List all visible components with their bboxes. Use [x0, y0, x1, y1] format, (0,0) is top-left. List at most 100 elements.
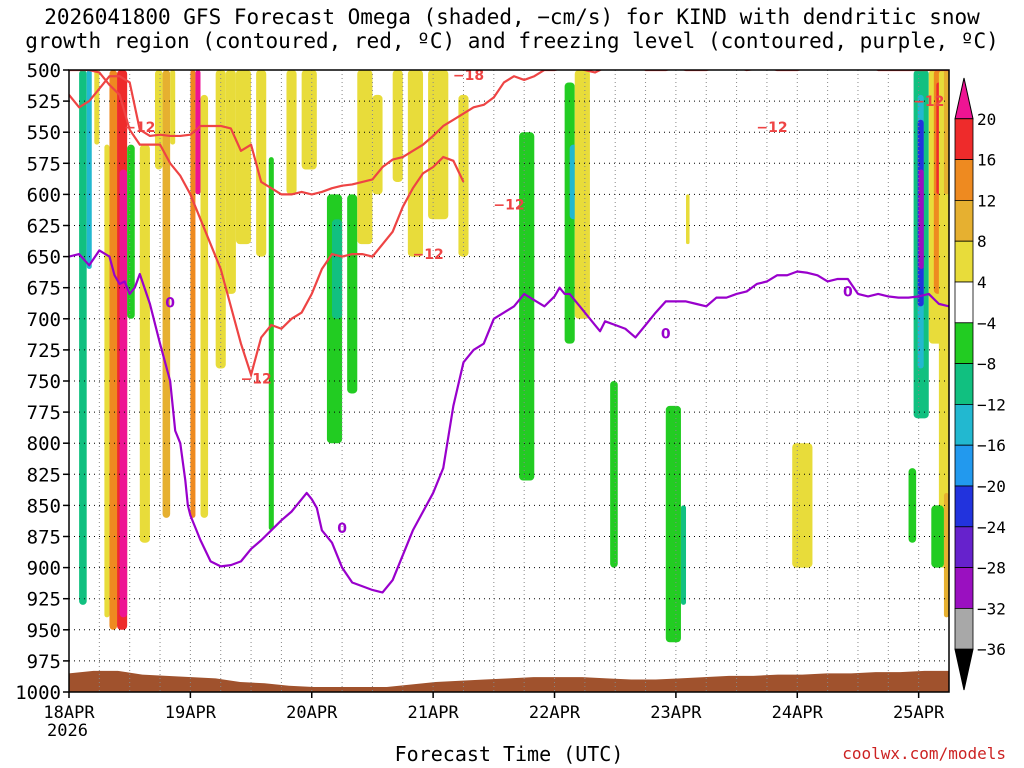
omega-cell-8: [139, 144, 150, 543]
omega-cell-26: [372, 94, 383, 195]
omega-cell-35: [610, 381, 618, 568]
colorbar-label-2: 12: [977, 191, 996, 210]
x-tick-label-20APR: 20APR: [286, 703, 338, 723]
omega-cell-10: [162, 70, 171, 518]
y-tick-label-775: 775: [27, 402, 61, 424]
omega-cell-1: [86, 70, 92, 270]
colorbar-label-6: −8: [977, 355, 996, 374]
colorbar-label-8: −16: [977, 436, 1006, 455]
omega-cell-29: [428, 70, 449, 220]
omega-cell-14: [200, 94, 209, 518]
terrain-fill: [69, 670, 949, 692]
omega-cell-16: [225, 70, 236, 294]
contour-dgz_boundary--12: [69, 70, 949, 196]
colorbar-label-12: −32: [977, 599, 1006, 618]
colorbar-bin-7: [954, 363, 974, 405]
colorbar-bin-2: [954, 159, 974, 201]
x-axis-title: Forecast Time (UTC): [394, 742, 624, 766]
y-tick-label-950: 950: [27, 620, 61, 642]
omega-cell-11: [170, 70, 176, 145]
colorbar-bin-13: [954, 608, 974, 650]
colorbar-bin-5: [954, 281, 974, 324]
y-tick-label-675: 675: [27, 278, 61, 300]
y-tick-label-700: 700: [27, 309, 61, 331]
grid-layer: [69, 70, 949, 692]
y-tick-label-975: 975: [27, 651, 61, 673]
freezing-contour-label-1: 0: [337, 521, 347, 537]
y-tick-label-725: 725: [27, 340, 61, 362]
dgz-contour-label-0: −12: [124, 120, 155, 136]
y-axis: 500 525 550 575 600 625 650 675 700 725 750 775 800 8…: [15, 60, 69, 704]
colorbar-bin-bottom-arrow: [954, 648, 974, 691]
omega-cell-17: [235, 70, 252, 245]
y-tick-label-800: 800: [27, 433, 61, 455]
y-tick-label-525: 525: [27, 91, 61, 113]
y-tick-label-575: 575: [27, 153, 61, 175]
omega-cell-44: [918, 169, 924, 270]
colorbar-label-10: −24: [977, 518, 1006, 537]
x-tick-label-23APR: 23APR: [650, 703, 702, 723]
omega-cell-24: [347, 194, 358, 394]
colorbar-bin-9: [954, 444, 974, 487]
omega-cell-7: [127, 144, 135, 319]
y-tick-label-600: 600: [27, 184, 61, 206]
colorbar-label-5: −4: [977, 314, 996, 333]
x-tick-sublabel-year: 2026: [47, 721, 88, 741]
y-tick-label-900: 900: [27, 558, 61, 580]
omega-cell-2: [94, 70, 100, 145]
freezing-contour-label-0: 0: [165, 296, 175, 312]
chart-title: 2026041800 GFS Forecast Omega (shaded, −…: [25, 5, 999, 53]
colorbar-bin-11: [954, 526, 974, 568]
colorbar-label-13: −36: [977, 640, 1006, 659]
y-tick-label-750: 750: [27, 371, 61, 393]
dgz-contour-label-1: −12: [241, 372, 272, 388]
omega-cell-15: [215, 70, 226, 369]
freezing-contour-label-3: 0: [843, 284, 853, 300]
y-tick-label-550: 550: [27, 122, 61, 144]
omega-cell-37: [680, 505, 687, 605]
omega-cell-0: [79, 70, 87, 605]
y-tick-label-875: 875: [27, 527, 61, 549]
omega-cell-18: [256, 70, 267, 257]
colorbar-label-4: 4: [977, 273, 987, 292]
y-tick-label-500: 500: [27, 60, 61, 82]
omega-cell-6: [119, 169, 128, 618]
omega-cell-4: [109, 70, 118, 630]
terrain-layer: [69, 670, 949, 692]
omega-cell-3: [104, 144, 110, 618]
omega-cell-20: [286, 70, 297, 195]
y-tick-label-825: 825: [27, 464, 61, 486]
dgz-contour-label-3: −12: [493, 197, 524, 213]
omega-cell-25: [357, 70, 373, 245]
dgz-contour-label-2: −12: [412, 247, 443, 263]
y-tick-label-1000: 1000: [15, 682, 61, 704]
x-tick-label-21APR: 21APR: [408, 703, 460, 723]
omega-cell-12: [190, 70, 196, 518]
y-tick-label-925: 925: [27, 589, 61, 611]
contour-layer: [69, 70, 949, 594]
dgz-contour-label-6: −18: [453, 68, 484, 84]
omega-cell-52: [949, 530, 954, 642]
x-tick-label-25APR: 25APR: [893, 703, 945, 723]
omega-cell-30: [458, 94, 469, 257]
omega-cell-23: [331, 219, 343, 319]
omega-cell-27: [392, 70, 403, 182]
omega-cell-19: [268, 157, 274, 531]
colorbar-label-9: −20: [977, 477, 1006, 496]
omega-cell-40: [908, 468, 917, 543]
dgz-contour-label-4: −12: [756, 120, 787, 136]
colorbar-label-0: 20: [977, 110, 996, 129]
colorbar-bin-1: [954, 118, 974, 161]
colorbar-label-1: 16: [977, 151, 996, 170]
y-tick-label-625: 625: [27, 216, 61, 238]
y-tick-label-650: 650: [27, 247, 61, 269]
contour-label-layer: −12 −12 −12 −12 −12 −12 −18 0 0 0 0: [124, 68, 944, 537]
colorbar-label-7: −12: [977, 395, 1006, 414]
colorbar-label-11: −28: [977, 559, 1006, 578]
x-tick-label-18APR: 18APR: [43, 703, 95, 723]
colorbar-bin-6: [954, 322, 974, 364]
freezing-contour-label-2: 0: [661, 327, 671, 343]
contour-freezing_level-0: [69, 249, 949, 594]
